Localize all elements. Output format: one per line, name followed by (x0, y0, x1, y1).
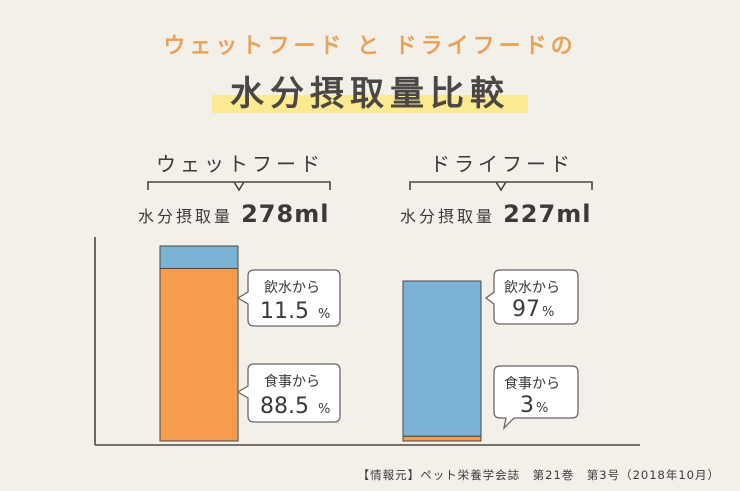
bar-group (159, 245, 482, 442)
bar-dry-drink (402, 280, 482, 437)
callout-dry-drink-value: 97 (512, 297, 540, 322)
callout-dry-food-value: 3 (520, 393, 534, 418)
callout-dry-food: 食事から 3 % (493, 365, 579, 430)
callout-wet-drink-label: 飲水から (264, 280, 320, 296)
callout-wet-food: 食事から 88.5 % (236, 363, 341, 423)
callout-dry-drink-pct: % (542, 305, 554, 320)
bar-wet-drink (159, 245, 239, 269)
bar-dry-food (402, 435, 482, 442)
callout-wet-food-value: 88.5 (260, 394, 309, 419)
callout-dry-drink-label: 飲水から (504, 280, 560, 296)
intake-dry-value: 227ml (503, 200, 592, 228)
chart-subtitle: ウェットフード と ドライフードの (163, 34, 577, 59)
bracket-dry (409, 181, 593, 192)
intake-dry: 水分摂取量 227ml (400, 200, 591, 228)
chart-title: 水分摂取量比較 (212, 66, 528, 115)
intake-wet-label: 水分摂取量 (138, 207, 234, 226)
bracket-wet (147, 181, 331, 192)
title-highlight (212, 95, 528, 113)
callout-wet-drink-pct: % (318, 307, 330, 322)
intake-wet: 水分摂取量 278ml (138, 200, 329, 228)
chart-title-wrap: 水分摂取量比較 (0, 66, 740, 115)
callout-wet-food-pct: % (318, 402, 330, 417)
source-citation: 【情報元】ペット栄養学会誌 第21巻 第3号（2018年10月） (357, 468, 720, 482)
callout-dry-drink: 飲水から 97 % (484, 269, 579, 325)
category-label-wet: ウェットフード (156, 152, 324, 176)
chart-title-text: 水分摂取量比較 (230, 74, 510, 114)
bar-wet-food (159, 267, 239, 442)
callout-wet-drink-value: 11.5 (260, 299, 309, 324)
callout-dry-food-label: 食事から (504, 375, 560, 392)
callout-wet-food-label: 食事から (264, 373, 320, 390)
intake-dry-label: 水分摂取量 (400, 207, 496, 226)
category-label-dry: ドライフード (430, 152, 574, 176)
callout-dry-food-pct: % (536, 401, 548, 416)
intake-wet-value: 278ml (241, 200, 330, 228)
callout-wet-drink: 飲水から 11.5 % (236, 269, 341, 327)
